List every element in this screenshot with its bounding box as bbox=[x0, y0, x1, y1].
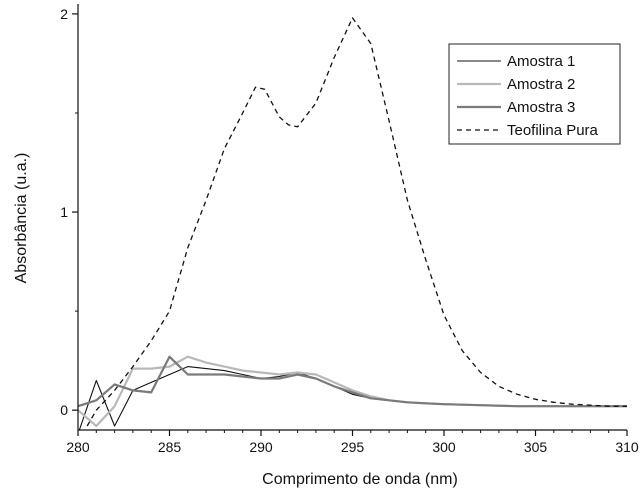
series-layer bbox=[78, 17, 627, 430]
x-axis-label: Comprimento de onda (nm) bbox=[262, 471, 458, 488]
legend: Amostra 1 Amostra 2 Amostra 3 Teofilina Pur… bbox=[448, 43, 621, 145]
legend-label-1: Amostra 1 bbox=[507, 53, 575, 70]
y-tick-label-1: 1 bbox=[60, 204, 68, 220]
series-line-3 bbox=[78, 355, 627, 408]
y-tick-label-2: 2 bbox=[60, 6, 68, 22]
x-tick-label-305: 305 bbox=[524, 439, 548, 455]
y-axis-label: Absorbância (u.a.) bbox=[13, 153, 30, 284]
x-tick-label-280: 280 bbox=[66, 439, 90, 455]
x-tick-label-290: 290 bbox=[249, 439, 273, 455]
legend-label-2: Amostra 2 bbox=[507, 76, 575, 93]
x-tick-label-300: 300 bbox=[432, 439, 456, 455]
series-line-4 bbox=[86, 17, 627, 427]
legend-label-3: Amostra 3 bbox=[507, 99, 575, 116]
x-tick-label-310: 310 bbox=[615, 439, 639, 455]
y-tick-label-0: 0 bbox=[60, 402, 68, 418]
x-tick-label-295: 295 bbox=[341, 439, 365, 455]
legend-label-4: Teofilina Pura bbox=[507, 122, 599, 139]
axes-layer: 280 285 290 295 300 305 310 0 1 2 bbox=[60, 4, 639, 455]
x-tick-label-285: 285 bbox=[158, 439, 182, 455]
